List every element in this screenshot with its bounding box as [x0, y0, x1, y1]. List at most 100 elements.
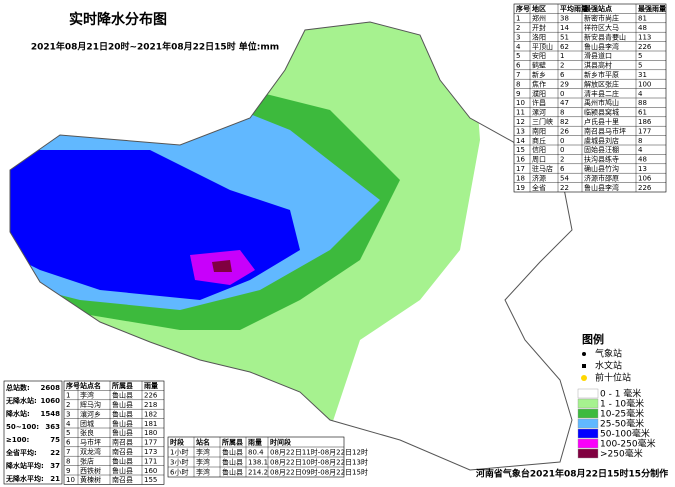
cell: 138.1 — [248, 459, 268, 467]
stat-label: 降水站: — [6, 409, 30, 418]
table-bg — [63, 380, 165, 485]
stat-value: 21 — [50, 475, 60, 483]
cell: 确山县竹沟 — [584, 164, 619, 173]
cell: 7 — [516, 71, 520, 79]
cell: 81 — [638, 15, 647, 23]
cell: 李湾 — [196, 458, 210, 467]
cell: 濮阳 — [532, 89, 546, 98]
cell: 辉马沟 — [80, 400, 101, 409]
cell: 16 — [516, 156, 525, 164]
cell: 鲁山县 — [112, 409, 133, 418]
legend-label: 100-250毫米 — [600, 438, 656, 450]
cell: 180 — [144, 429, 157, 437]
cell: 1 — [516, 15, 520, 23]
cell: 12 — [516, 118, 525, 126]
symbol — [582, 364, 586, 368]
cell: 13 — [516, 127, 525, 135]
stat-value: 75 — [50, 436, 60, 444]
cell: 清丰县二庄 — [584, 89, 619, 98]
cell: 济源 — [532, 173, 546, 182]
cell: 2 — [66, 401, 70, 409]
cell: 站名 — [196, 438, 210, 447]
cell: 焦作 — [532, 79, 546, 88]
stat-label: 无降水站: — [5, 396, 37, 405]
cell: 淇县高村 — [584, 61, 612, 70]
stat-value: 1548 — [41, 410, 61, 418]
cell: 181 — [144, 420, 157, 428]
cell: 5 — [638, 62, 642, 70]
cell: 新密市尚庄 — [584, 14, 619, 23]
cell: 226 — [144, 392, 158, 400]
legend-label: >250毫米 — [600, 448, 643, 460]
cell: 6 — [516, 62, 521, 70]
cell: 4 — [638, 90, 643, 98]
cell: 团城 — [80, 420, 94, 428]
cell: 鲁山县 — [112, 391, 133, 400]
cell: 信阳 — [532, 145, 546, 154]
cell: 地区 — [532, 4, 546, 13]
cell: 226 — [638, 43, 652, 51]
cell: 82 — [560, 118, 569, 126]
cell: 218 — [144, 401, 157, 409]
symbol — [581, 375, 587, 381]
cell: 17 — [516, 165, 525, 173]
stat-label: 总站数: — [6, 383, 30, 392]
cell: 李湾 — [80, 391, 94, 400]
cell: 38 — [560, 15, 569, 23]
cell: 88 — [638, 99, 647, 107]
cell: 鲁山县 — [222, 468, 243, 477]
cell: 周口 — [532, 156, 546, 164]
cell: 2 — [560, 62, 564, 70]
cell: 226 — [638, 184, 652, 192]
swatch — [577, 448, 599, 459]
cell: 26 — [560, 127, 569, 135]
stat-value: 1060 — [41, 397, 61, 405]
cell: 三门峡 — [532, 117, 553, 126]
cell: 洛阳 — [532, 32, 546, 41]
cell: 113 — [638, 33, 651, 41]
stats-bg — [3, 380, 63, 485]
cell: 临颍县窝城 — [584, 108, 619, 117]
cell: 3小时 — [170, 458, 188, 467]
cell: 4 — [66, 420, 71, 428]
stat-value: 363 — [45, 423, 60, 431]
cell: 29 — [560, 80, 569, 88]
cell: 14 — [560, 24, 569, 32]
cell: 李湾 — [196, 448, 210, 457]
cell: 08月22日10时-08月22日13时 — [270, 458, 368, 467]
stat-value: 2608 — [41, 384, 61, 392]
cell: 所属县 — [222, 438, 243, 447]
stat-label: ≥100: — [6, 436, 29, 444]
cell: 155 — [144, 476, 157, 484]
cell: 08月22日11时-08月22日12时 — [270, 448, 368, 457]
swatch — [577, 418, 599, 429]
legend-label: 0 - 1 毫米 — [600, 388, 641, 400]
cell: 张店 — [80, 456, 94, 465]
cell: 13 — [638, 165, 647, 173]
cell: 10 — [66, 476, 75, 484]
cell: 2 — [560, 156, 564, 164]
cell: 11 — [516, 109, 525, 117]
cell: 14 — [516, 137, 525, 145]
cell: 62 — [560, 43, 569, 51]
cell: 8 — [560, 109, 564, 117]
cell: 南阳 — [532, 126, 546, 135]
cell: 双龙湾 — [80, 447, 101, 456]
cell: 48 — [638, 156, 647, 164]
stat-label: 无降水平均: — [5, 474, 44, 483]
cell: 济源市邵原 — [584, 173, 619, 182]
cell: 8 — [638, 137, 642, 145]
cell: 瀼河乡 — [80, 409, 101, 418]
cell: 鲁山县 — [112, 456, 133, 465]
cell: 4 — [516, 43, 521, 51]
cell: 固始县汪棚 — [584, 145, 619, 154]
cell: 6 — [560, 71, 565, 79]
cell: 10 — [516, 99, 525, 107]
legend-label: 1 - 10毫米 — [600, 398, 644, 410]
stat-label: 全省平均: — [5, 448, 37, 457]
cell: 6小时 — [170, 468, 188, 477]
cell: 171 — [144, 457, 157, 465]
cell: 序号 — [65, 381, 80, 390]
cell: 李湾 — [196, 468, 210, 477]
cell: 最强站点 — [584, 4, 612, 13]
